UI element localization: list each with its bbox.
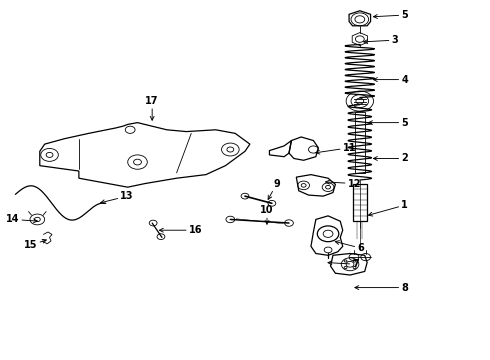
Text: 1: 1 bbox=[368, 200, 408, 216]
Text: 4: 4 bbox=[373, 75, 408, 85]
Text: 16: 16 bbox=[159, 225, 202, 235]
Text: 5: 5 bbox=[373, 10, 408, 20]
Text: 13: 13 bbox=[101, 191, 134, 204]
Text: 9: 9 bbox=[268, 179, 280, 199]
Text: 8: 8 bbox=[355, 283, 408, 293]
Text: 2: 2 bbox=[373, 153, 408, 163]
Bar bbox=[353, 184, 367, 221]
Text: 7: 7 bbox=[328, 259, 359, 269]
Text: 10: 10 bbox=[260, 206, 274, 224]
Text: 12: 12 bbox=[325, 179, 361, 189]
Text: 17: 17 bbox=[146, 96, 159, 120]
Text: 5: 5 bbox=[368, 118, 408, 128]
Text: 15: 15 bbox=[24, 239, 46, 250]
Text: 11: 11 bbox=[316, 143, 356, 154]
Text: 6: 6 bbox=[335, 240, 364, 253]
Text: 3: 3 bbox=[364, 35, 398, 45]
Bar bbox=[355, 112, 365, 173]
Text: 14: 14 bbox=[6, 215, 37, 224]
